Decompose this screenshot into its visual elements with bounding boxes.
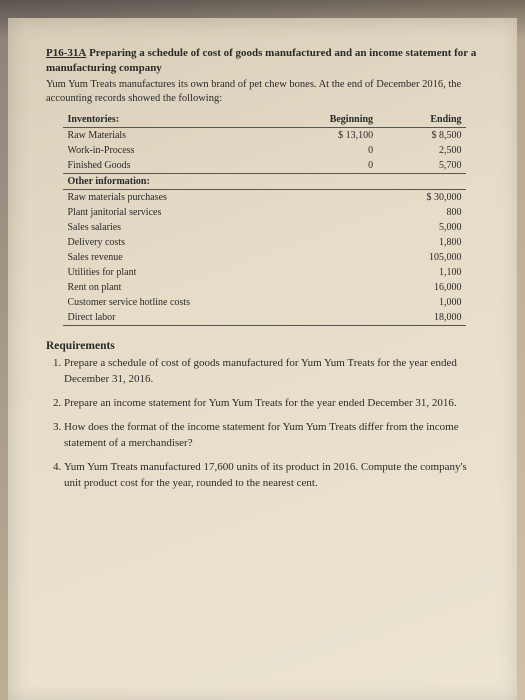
requirement-item: Prepare an income statement for Yum Yum …	[64, 396, 483, 412]
header-beginning: Beginning	[289, 112, 377, 128]
table-row: Raw materials purchases $ 30,000	[63, 190, 465, 206]
row-label: Sales salaries	[63, 220, 288, 235]
row-value: 0	[289, 158, 377, 174]
row-value: $ 30,000	[377, 190, 465, 206]
row-label: Plant janitorial services	[63, 205, 288, 220]
row-label: Raw materials purchases	[63, 190, 288, 206]
row-value: 5,000	[377, 220, 465, 235]
row-label: Finished Goods	[63, 158, 288, 174]
row-value: 1,000	[377, 295, 465, 310]
row-value: 1,800	[377, 235, 465, 250]
row-label: Customer service hotline costs	[63, 295, 288, 310]
problem-title: Preparing a schedule of cost of goods ma…	[46, 47, 476, 74]
row-label: Raw Materials	[63, 128, 288, 144]
table-row: Plant janitorial services 800	[63, 205, 465, 220]
requirement-item: How does the format of the income statem…	[64, 420, 483, 452]
data-table: Inventories: Beginning Ending Raw Materi…	[63, 112, 465, 326]
table-row: Rent on plant 16,000	[63, 280, 465, 295]
row-value: 105,000	[377, 250, 465, 265]
table-row: Finished Goods 0 5,700	[63, 158, 465, 174]
row-value: $ 8,500	[377, 128, 465, 144]
header-inventories: Inventories:	[63, 112, 288, 128]
table-row: Direct labor 18,000	[63, 310, 465, 326]
requirements-heading: Requirements	[46, 340, 483, 352]
row-label: Sales revenue	[63, 250, 288, 265]
row-value: 2,500	[377, 143, 465, 158]
table-row: Customer service hotline costs 1,000	[63, 295, 465, 310]
row-label: Utilities for plant	[63, 265, 288, 280]
row-value: $ 13,100	[289, 128, 377, 144]
row-label: Work-in-Process	[63, 143, 288, 158]
row-label: Delivery costs	[63, 235, 288, 250]
table-row: Utilities for plant 1,100	[63, 265, 465, 280]
problem-intro: Yum Yum Treats manufactures its own bran…	[46, 78, 483, 106]
other-info-header-row: Other information:	[63, 174, 465, 190]
row-value: 16,000	[377, 280, 465, 295]
header-ending: Ending	[377, 112, 465, 128]
other-info-header: Other information:	[63, 174, 465, 190]
row-label: Rent on plant	[63, 280, 288, 295]
table-row: Work-in-Process 0 2,500	[63, 143, 465, 158]
requirement-item: Yum Yum Treats manufactured 17,600 units…	[64, 460, 483, 492]
table-row: Raw Materials $ 13,100 $ 8,500	[63, 128, 465, 144]
row-value: 1,100	[377, 265, 465, 280]
table-row: Sales revenue 105,000	[63, 250, 465, 265]
requirements-list: Prepare a schedule of cost of goods manu…	[46, 356, 483, 492]
row-value: 800	[377, 205, 465, 220]
row-value: 18,000	[377, 310, 465, 326]
problem-id: P16-31A	[46, 47, 86, 59]
row-value: 5,700	[377, 158, 465, 174]
requirement-item: Prepare a schedule of cost of goods manu…	[64, 356, 483, 388]
row-label: Direct labor	[63, 310, 288, 326]
problem-heading: P16-31A Preparing a schedule of cost of …	[46, 46, 483, 76]
table-header-row: Inventories: Beginning Ending	[63, 112, 465, 128]
table-row: Delivery costs 1,800	[63, 235, 465, 250]
table-row: Sales salaries 5,000	[63, 220, 465, 235]
textbook-page: P16-31A Preparing a schedule of cost of …	[8, 18, 517, 700]
row-value: 0	[289, 143, 377, 158]
